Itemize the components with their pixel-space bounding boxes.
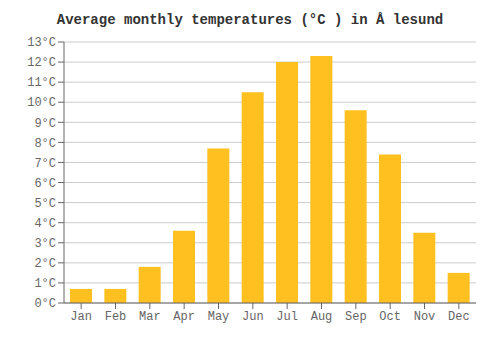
- html-text:Average monthly temperatures (: Average monthly temperatures (°C ) in Å …: [56, 12, 444, 28]
- svg-text:Nov: Nov: [414, 310, 436, 324]
- svg-text:2°C: 2°C: [34, 257, 56, 271]
- svg-text:Feb: Feb: [105, 310, 127, 324]
- svg-text:11°C: 11°C: [27, 76, 56, 90]
- svg-text:Mar: Mar: [139, 310, 161, 324]
- svg-text:12°C: 12°C: [27, 56, 56, 70]
- svg-text:Oct: Oct: [379, 310, 401, 324]
- svg-text:9°C: 9°C: [34, 117, 56, 131]
- svg-text:8°C: 8°C: [34, 137, 56, 151]
- svg-text:6°C: 6°C: [34, 177, 56, 191]
- svg-text:10°C: 10°C: [27, 96, 56, 110]
- svg-text:May: May: [208, 310, 230, 324]
- svg-text:4°C: 4°C: [34, 217, 56, 231]
- svg-text:Jan: Jan: [70, 310, 92, 324]
- svg-text:Aug: Aug: [311, 310, 333, 324]
- svg-text:Sep: Sep: [345, 310, 367, 324]
- svg-text:Jul: Jul: [276, 310, 298, 324]
- svg-text:13°C: 13°C: [27, 36, 56, 50]
- svg-text:5°C: 5°C: [34, 197, 56, 211]
- svg-text:0°C: 0°C: [34, 297, 56, 311]
- svg-text:Jun: Jun: [242, 310, 264, 324]
- svg-text:1°C: 1°C: [34, 277, 56, 291]
- svg-text:Apr: Apr: [173, 310, 195, 324]
- svg-text:7°C: 7°C: [34, 157, 56, 171]
- svg-text:3°C: 3°C: [34, 237, 56, 251]
- svg-text:Dec: Dec: [448, 310, 470, 324]
